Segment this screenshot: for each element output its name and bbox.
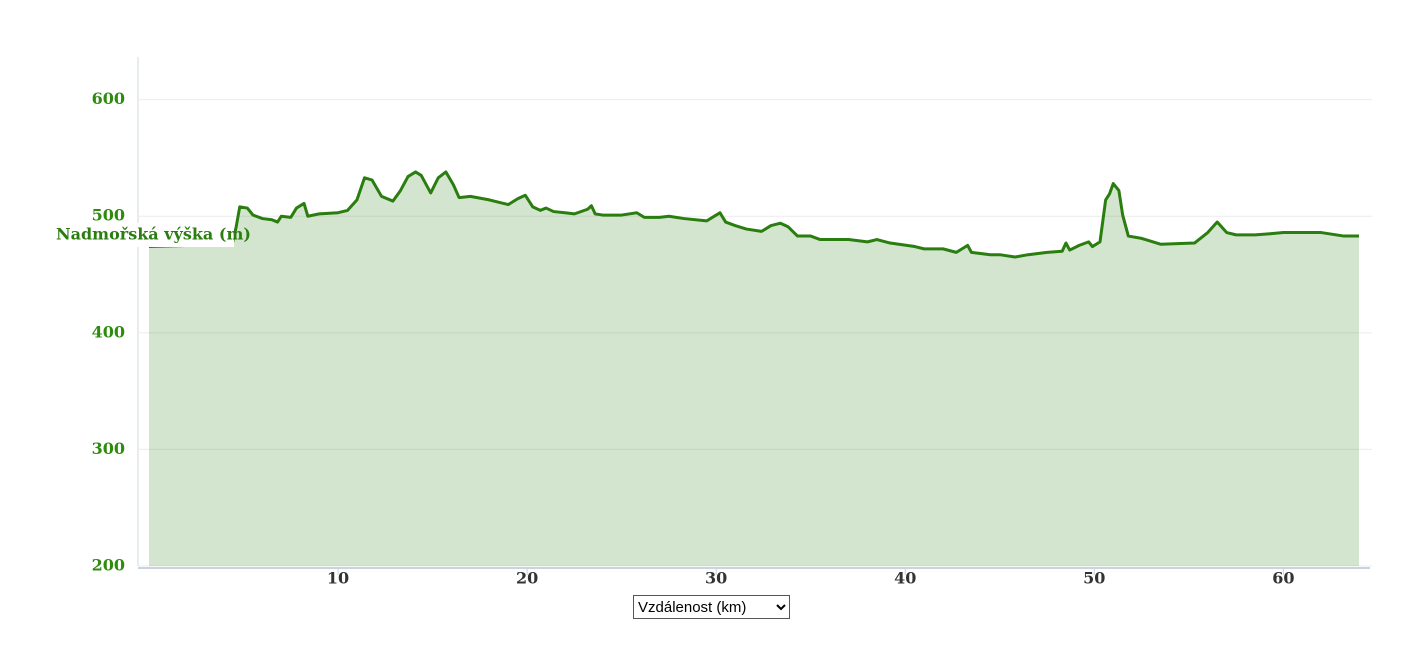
x-tick-label: 50 (1083, 569, 1105, 588)
area-fill (149, 171, 1359, 566)
area-line (148, 170, 1359, 259)
y-tick-label: 600 (92, 89, 125, 108)
x-tick-label: 30 (705, 569, 727, 588)
y-tick-label: 400 (92, 322, 125, 341)
x-tick-label: 40 (894, 569, 916, 588)
x-tick-label: 20 (516, 569, 538, 588)
y-tick-label: 300 (92, 439, 125, 458)
x-tick-label: 60 (1272, 569, 1294, 588)
y-tick-label: 200 (92, 556, 125, 575)
y-tick-label: 500 (92, 206, 125, 225)
x-axis-select[interactable]: Vzdálenost (km) (633, 595, 790, 619)
y-label-box (52, 223, 234, 247)
x-tick-label: 10 (327, 569, 349, 588)
y-axis-title: Nadmořská výška (m) (56, 225, 251, 244)
